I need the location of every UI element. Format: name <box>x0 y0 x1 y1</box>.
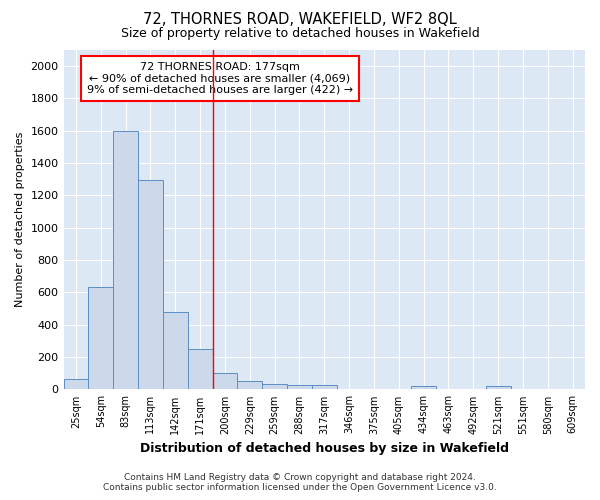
Bar <box>88 288 113 390</box>
Bar <box>485 386 511 390</box>
Bar <box>312 386 337 390</box>
X-axis label: Distribution of detached houses by size in Wakefield: Distribution of detached houses by size … <box>140 442 509 455</box>
Bar <box>188 349 212 390</box>
Text: 72 THORNES ROAD: 177sqm
← 90% of detached houses are smaller (4,069)
9% of semi-: 72 THORNES ROAD: 177sqm ← 90% of detache… <box>87 62 353 95</box>
Bar <box>238 381 262 390</box>
Bar <box>262 384 287 390</box>
Text: Size of property relative to detached houses in Wakefield: Size of property relative to detached ho… <box>121 28 479 40</box>
Bar <box>287 386 312 390</box>
Y-axis label: Number of detached properties: Number of detached properties <box>15 132 25 308</box>
Bar <box>212 374 238 390</box>
Bar <box>64 380 88 390</box>
Bar <box>163 312 188 390</box>
Bar <box>138 180 163 390</box>
Text: 72, THORNES ROAD, WAKEFIELD, WF2 8QL: 72, THORNES ROAD, WAKEFIELD, WF2 8QL <box>143 12 457 28</box>
Text: Contains HM Land Registry data © Crown copyright and database right 2024.
Contai: Contains HM Land Registry data © Crown c… <box>103 473 497 492</box>
Bar <box>411 386 436 390</box>
Bar <box>113 131 138 390</box>
